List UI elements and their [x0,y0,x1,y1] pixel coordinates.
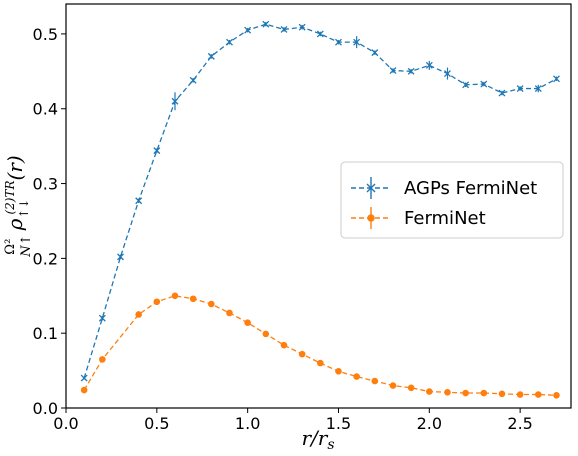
legend-marker-agps [366,183,376,193]
data-point [480,389,488,397]
data-point [353,373,360,380]
data-point [516,391,524,398]
data-point [498,390,506,398]
data-point [407,67,415,75]
data-point [444,70,451,78]
data-point [407,384,415,392]
data-point [189,76,197,84]
y-tick-label: 0.0 [33,399,58,418]
data-point [189,295,197,303]
data-point [371,49,379,57]
series-agps-ferminet [80,20,560,382]
data-point [480,80,488,88]
legend-frame [340,161,564,239]
data-point [135,197,143,205]
data-point [462,389,469,397]
y-tick-label: 0.4 [33,100,58,119]
data-point [117,253,124,261]
data-point [99,356,106,363]
data-point [426,388,433,395]
data-point [80,386,88,394]
data-point [535,391,542,398]
x-tick-label: 2.0 [417,414,442,433]
legend-marker-ferminet [367,214,375,222]
legend-entry-agps-ferminet: AGPs FermiNet [351,177,537,199]
x-tick-label: 1.0 [235,414,260,433]
data-point [80,374,88,382]
y-tick-label: 0.5 [33,25,58,44]
y-tick-label: 0.3 [33,175,58,194]
legend-label-ferminet: FermiNet [404,208,486,229]
data-point [425,61,433,69]
data-point [389,382,397,389]
data-point [335,38,342,46]
x-tick-label: 2.5 [507,414,532,433]
y-tick-label: 0.2 [33,249,58,268]
data-point [208,300,215,308]
data-point [207,52,215,60]
data-point [317,359,324,367]
data-point [553,391,560,399]
data-point [153,147,161,155]
y-axis-label: Ω²N↑ρ↑↓(2)TR(r) [3,155,34,257]
data-point [498,89,506,97]
data-point [226,309,233,317]
data-point [298,23,306,31]
data-point [516,85,524,93]
data-point [353,38,361,46]
data-point [98,314,106,322]
data-point [371,377,379,385]
y-axis: 0.0 0.1 0.2 0.3 0.4 0.5 [33,25,66,418]
series-line [83,295,557,396]
x-axis: 0.0 0.5 1.0 1.5 2.0 2.5 [53,408,533,433]
x-tick-label: 1.5 [326,414,351,433]
data-point [153,298,161,306]
data-point [262,330,270,338]
data-point [280,341,288,349]
plot-area [80,20,560,399]
data-point [298,350,306,358]
data-point [171,97,179,105]
data-point [244,26,252,34]
y-tick-label: 0.1 [33,324,58,343]
data-point [444,388,451,396]
data-point [280,25,288,33]
data-point [462,81,470,89]
data-point [226,38,233,46]
data-point [244,319,251,327]
svg-text:Ω²N↑ρ↑↓(2)TR(r): Ω²N↑ρ↑↓(2)TR(r) [3,155,34,257]
series-ferminet [80,292,560,399]
series-line [83,23,557,379]
data-point [262,20,270,28]
data-point [335,368,342,375]
legend-label-agps: AGPs FermiNet [404,178,537,199]
data-point [316,30,324,38]
data-point [135,311,142,318]
data-point [171,292,179,300]
plot-frame [65,3,572,409]
x-tick-label: 0.5 [144,414,169,433]
data-point [553,75,560,83]
data-point [534,85,542,93]
x-tick-label: 0.0 [53,414,78,433]
legend-entry-ferminet: FermiNet [351,207,486,229]
legend: AGPs FermiNet FermiNet [340,161,564,239]
data-point [389,67,397,75]
